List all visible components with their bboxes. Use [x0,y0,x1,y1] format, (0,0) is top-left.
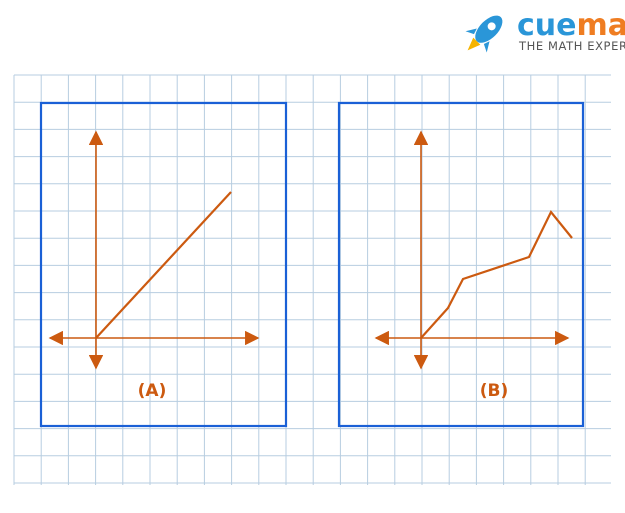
panel-b-frame [337,101,585,428]
logo-word-math: math [577,8,625,43]
panel-a: (A) [39,101,288,428]
rocket-icon [465,15,503,53]
cuemath-logo: cuemath THE MATH EXPERT [465,8,625,53]
panel-b-polyline-graph [420,209,573,339]
panel-a-line-graph [95,191,232,339]
panel-b: (B) [337,101,585,428]
logo-word-cue: cue [517,8,577,43]
svg-text:cuemath: cuemath [517,8,625,43]
panel-a-frame [39,101,288,428]
graph-paper-grid [13,74,611,485]
logo-tagline: THE MATH EXPERT [518,39,625,53]
panel-a-label: (A) [138,381,167,401]
panel-b-label: (B) [480,381,509,401]
